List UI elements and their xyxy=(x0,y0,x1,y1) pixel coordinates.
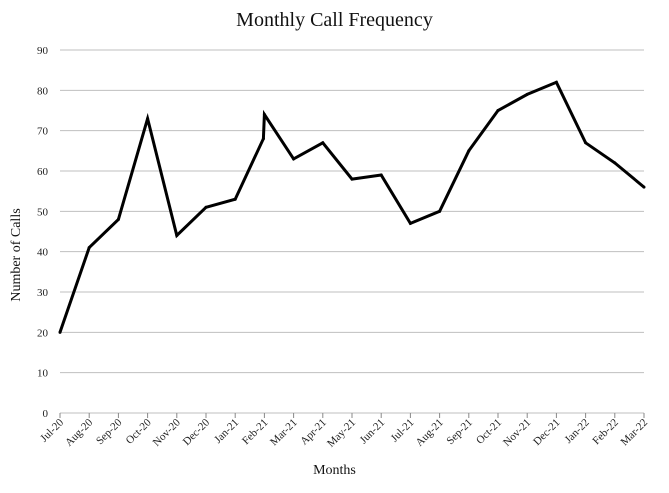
y-tick-label-10: 10 xyxy=(37,368,49,380)
data-point-18 xyxy=(554,80,558,84)
y-axis-label: Number of Calls xyxy=(9,208,24,302)
y-tick-label-90: 90 xyxy=(37,45,49,57)
x-tick-label-May-21: May-21 xyxy=(325,417,358,450)
x-tick-label-Feb-21: Feb-21 xyxy=(240,417,271,448)
data-point-21 xyxy=(642,185,646,189)
x-tick-label-Sep-21: Sep-21 xyxy=(444,417,475,448)
data-point-16 xyxy=(496,109,500,112)
data-point-0 xyxy=(58,330,62,334)
data-point-4 xyxy=(175,234,179,238)
x-tick-label-Aug-20: Aug-20 xyxy=(63,416,96,449)
x-tick-label-Dec-21: Dec-21 xyxy=(531,417,562,448)
data-point-3 xyxy=(146,117,150,121)
data-point-8 xyxy=(262,113,266,117)
x-tick-label-Sep-20: Sep-20 xyxy=(94,416,125,447)
x-tick-label-Jun-21: Jun-21 xyxy=(358,417,388,447)
y-tick-label-40: 40 xyxy=(37,247,49,259)
x-tick-label-Jan-22: Jan-22 xyxy=(562,417,591,446)
y-tick-label-30: 30 xyxy=(37,287,49,299)
y-tick-label-60: 60 xyxy=(37,166,49,178)
x-tick-label-Nov-21: Nov-21 xyxy=(501,417,533,449)
x-tick-label-Jan-21: Jan-21 xyxy=(212,417,241,446)
data-point-12 xyxy=(379,173,383,177)
data-point-9 xyxy=(292,157,296,161)
x-tick-label-Mar-21: Mar-21 xyxy=(268,417,300,449)
x-tick-label-Oct-20: Oct-20 xyxy=(124,416,154,446)
data-point-17 xyxy=(525,92,529,96)
data-point-2 xyxy=(116,217,120,221)
y-tick-label-70: 70 xyxy=(37,126,49,138)
x-tick-label-Mar-22: Mar-22 xyxy=(618,417,650,449)
x-tick-label-Nov-20: Nov-20 xyxy=(151,416,184,449)
chart-title: Monthly Call Frequency xyxy=(236,9,433,31)
x-tick-label-Apr-21: Apr-21 xyxy=(298,417,329,448)
data-point-10 xyxy=(321,141,325,145)
y-tick-label-50: 50 xyxy=(37,206,49,218)
x-tick-label-Oct-21: Oct-21 xyxy=(474,417,504,447)
y-tick-label-80: 80 xyxy=(37,85,49,97)
y-tick-label-0: 0 xyxy=(43,408,49,420)
data-point-1 xyxy=(87,246,91,250)
x-tick-label-Dec-20: Dec-20 xyxy=(181,416,213,448)
data-point-6 xyxy=(233,197,237,201)
series-line xyxy=(58,80,645,333)
y-tick-label-20: 20 xyxy=(37,327,49,339)
data-point-7 xyxy=(261,137,265,141)
data-point-13 xyxy=(408,221,412,225)
data-point-14 xyxy=(438,209,442,213)
x-axis-label: Months xyxy=(313,463,356,478)
data-point-19 xyxy=(584,141,588,145)
data-point-15 xyxy=(467,149,471,153)
x-tick-label-Aug-21: Aug-21 xyxy=(413,417,445,449)
x-tick-label-Feb-22: Feb-22 xyxy=(590,417,621,448)
data-point-11 xyxy=(350,177,354,181)
data-point-5 xyxy=(204,205,208,209)
data-point-20 xyxy=(613,161,617,165)
